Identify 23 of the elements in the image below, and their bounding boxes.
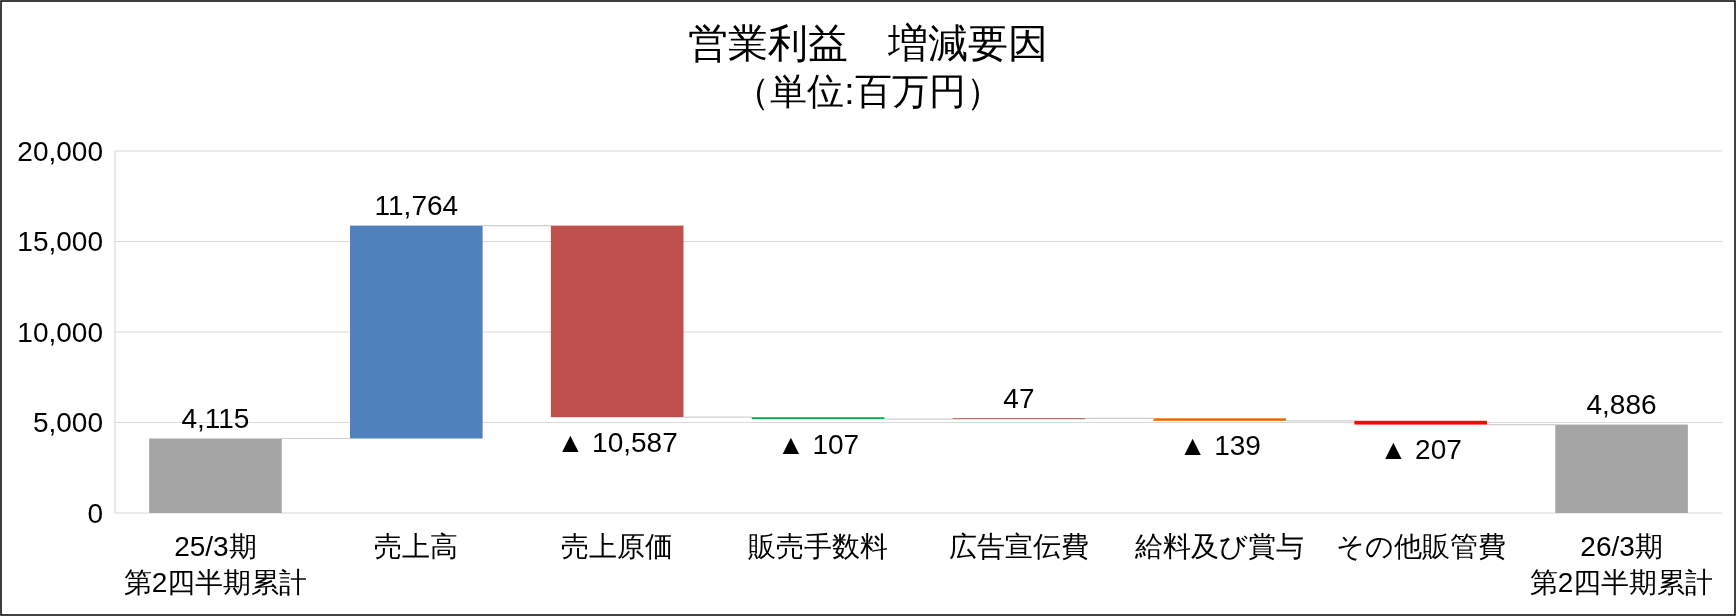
chart-title: 営業利益 増減要因 <box>688 21 1048 65</box>
x-tick-label: 販売手数料 <box>748 530 889 562</box>
data-label: ▲ 107 <box>776 428 860 460</box>
y-tick-label: 20,000 <box>17 135 103 167</box>
y-tick-label: 10,000 <box>17 316 103 348</box>
x-tick-label: 26/3期第2四半期累計 <box>1529 530 1714 598</box>
data-label: ▲ 139 <box>1178 430 1261 462</box>
x-tick-label: 25/3期第2四半期累計 <box>123 530 308 598</box>
x-tick-label: 売上高 <box>374 530 459 562</box>
data-label: 11,764 <box>374 190 459 222</box>
data-label: ▲ 207 <box>1379 434 1462 466</box>
x-tick-label: その他販管費 <box>1335 530 1506 562</box>
x-tick-label: 給料及び賞与 <box>1134 530 1305 562</box>
data-label: 4,115 <box>181 403 250 435</box>
y-tick-label: 15,000 <box>17 226 103 257</box>
x-tick-label: 売上原価 <box>561 530 674 562</box>
data-label: 47 <box>1003 382 1035 414</box>
chart-subtitle: （単位:百万円） <box>733 70 1003 112</box>
x-tick-label: 広告宣伝費 <box>948 530 1089 562</box>
data-label: ▲ 10,587 <box>556 426 678 458</box>
y-tick-label: 5,000 <box>32 407 103 438</box>
data-label: 4,886 <box>1586 389 1657 421</box>
y-tick-label: 0 <box>87 497 103 529</box>
